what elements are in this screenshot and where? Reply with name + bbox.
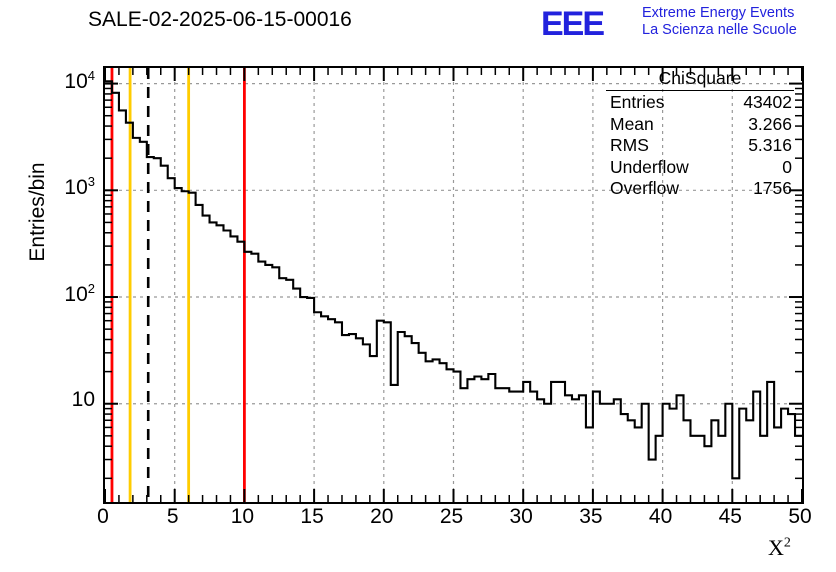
x-axis-title-exponent: 2 xyxy=(783,535,791,551)
x-tick-label: 50 xyxy=(788,505,812,528)
eee-logo-line1: Extreme Energy Events xyxy=(642,5,795,21)
statistics-row: Overflow 1756 xyxy=(602,178,798,200)
plot-area xyxy=(104,68,803,502)
histogram-outline xyxy=(105,80,802,480)
y-tick-base: 10 xyxy=(64,69,88,93)
statistics-row-label: Underflow xyxy=(610,156,689,177)
histogram-layer xyxy=(105,80,802,480)
statistics-row: Mean 3.266 xyxy=(602,114,798,136)
marker-lines-layer xyxy=(110,68,246,502)
y-tick-base: 10 xyxy=(71,387,95,411)
x-axis-title-base: X xyxy=(768,535,784,560)
y-tick-exponent: 3 xyxy=(87,174,95,190)
x-tick-label: 40 xyxy=(648,505,673,528)
y-tick-exponent: 4 xyxy=(87,67,95,83)
y-tick-base: 10 xyxy=(64,176,88,200)
statistics-row-value: 1756 xyxy=(753,178,792,198)
statistics-row-value: 3.266 xyxy=(748,113,792,134)
x-tick-label: 20 xyxy=(370,505,394,528)
x-tick-label: 15 xyxy=(300,505,324,528)
eee-logo-mark: EEE xyxy=(541,5,605,43)
statistics-row-value: 5.316 xyxy=(748,135,792,155)
statistics-title: ChiSquare xyxy=(658,68,742,88)
statistics-row: RMS 5.316 xyxy=(602,135,798,157)
y-tick-label: 102 xyxy=(25,281,95,307)
x-tick-label: 45 xyxy=(718,505,742,528)
statistics-row-label: RMS xyxy=(610,135,649,155)
eee-logo-line2: La Scienza nelle Scuole xyxy=(642,22,797,38)
statistics-row: Entries 43402 xyxy=(602,92,798,114)
statistics-row-label: Entries xyxy=(610,92,665,112)
y-tick-base: 10 xyxy=(64,283,88,307)
page-title: SALE-02-2025-06-15-00016 xyxy=(88,8,352,31)
statistics-row-label: Mean xyxy=(610,113,654,134)
statistics-divider xyxy=(606,90,794,91)
statistics-row-label: Overflow xyxy=(610,178,680,198)
statistics-row-value: 43402 xyxy=(743,92,792,112)
y-tick-exponent: 2 xyxy=(87,281,95,297)
statistics-rows: Entries 43402 Mean 3.266 RMS 5.316 Underflow 0 O… xyxy=(602,92,798,200)
x-tick-label: 10 xyxy=(230,505,255,528)
statistics-row: Underflow 0 xyxy=(602,157,798,179)
y-tick-label: 104 xyxy=(25,68,95,94)
x-tick-label: 25 xyxy=(439,505,464,528)
eee-logo-text: Extreme Energy Events La Scienza nelle S… xyxy=(642,5,797,39)
x-tick-label: 5 xyxy=(166,505,179,528)
y-tick-label: 103 xyxy=(25,174,95,200)
x-tick-label: 35 xyxy=(579,505,603,528)
x-tick-label: 30 xyxy=(509,505,533,528)
x-tick-label: 0 xyxy=(97,505,109,528)
x-axis-title: X2 xyxy=(768,535,791,561)
statistics-box: ChiSquare Entries 43402 Mean 3.266 RMS 5.316 U… xyxy=(602,68,798,200)
ticks-layer xyxy=(104,68,803,502)
eee-logo: EEE Extreme Energy Events La Scienza nel… xyxy=(541,3,833,43)
statistics-row-value: 0 xyxy=(782,156,792,177)
plot-frame xyxy=(103,66,804,504)
y-tick-label: 10 xyxy=(25,388,95,412)
